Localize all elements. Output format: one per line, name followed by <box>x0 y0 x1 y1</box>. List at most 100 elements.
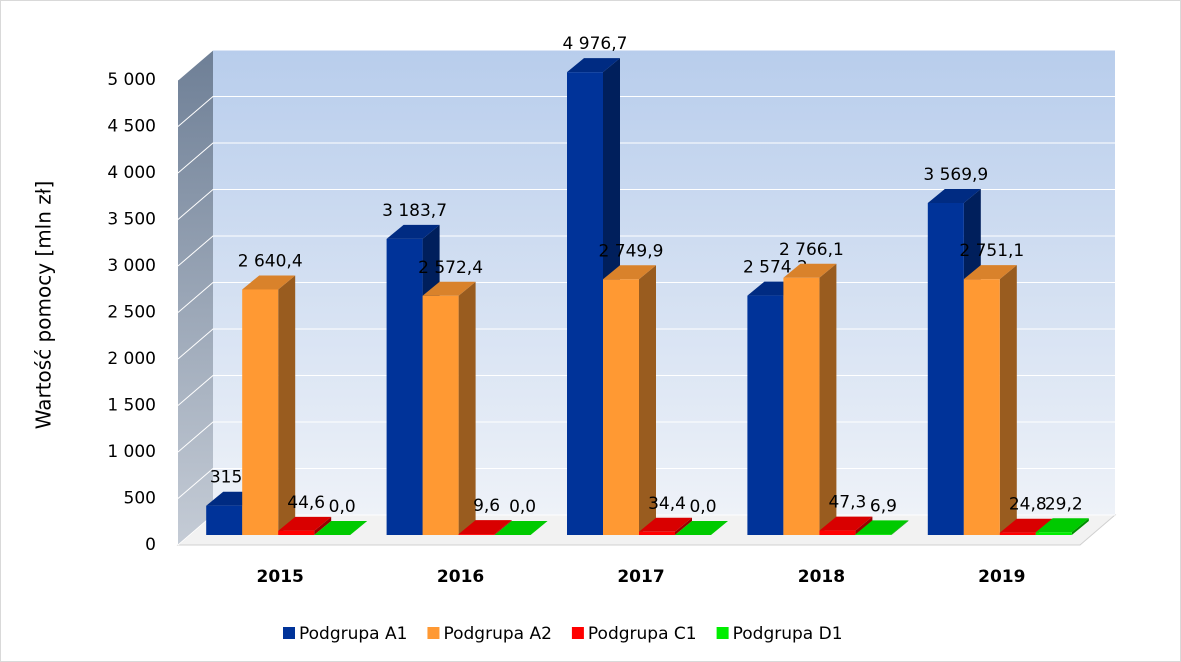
legend-label: Podgrupa A2 <box>443 624 551 644</box>
legend-label: Podgrupa C1 <box>588 624 697 644</box>
bar-top <box>855 520 909 535</box>
data-label: 6,9 <box>870 496 897 516</box>
data-label: 2 766,1 <box>779 240 844 260</box>
data-label: 2 640,4 <box>238 251 303 271</box>
data-label: 47,3 <box>828 493 866 513</box>
bar-front <box>242 289 279 535</box>
bar-side <box>494 520 512 535</box>
bar-top <box>386 224 440 239</box>
bar <box>639 517 692 535</box>
y-tick-label: 0 <box>145 535 156 555</box>
bar-front <box>1035 532 1072 535</box>
data-label: 4 976,7 <box>563 34 628 54</box>
x-tick-label: 2018 <box>798 567 845 587</box>
bar-front <box>206 505 243 535</box>
bar-side <box>639 265 656 535</box>
bar <box>783 263 837 535</box>
grid-line <box>177 235 1115 267</box>
bar-side <box>891 520 909 535</box>
bar-side <box>675 517 692 535</box>
bar-top <box>927 188 981 203</box>
bar-front <box>639 531 675 535</box>
bar-front <box>386 238 423 535</box>
bar-front <box>603 279 639 535</box>
bar-front <box>278 530 315 535</box>
data-label: 3 569,9 <box>923 165 988 185</box>
bar-top <box>1035 518 1089 533</box>
bar-front <box>567 72 603 535</box>
bar <box>278 516 332 535</box>
legend-label: Podgrupa D1 <box>733 624 843 644</box>
grid-line <box>177 49 1115 81</box>
legend-swatch <box>571 627 584 639</box>
bar <box>242 275 296 535</box>
y-tick-label: 2 500 <box>107 303 156 323</box>
data-label: 2 749,9 <box>599 241 664 261</box>
x-tick-label: 2016 <box>437 567 484 587</box>
data-label: 0,0 <box>689 497 716 517</box>
bar-front <box>855 534 892 535</box>
bar-top <box>603 265 656 280</box>
bar-front <box>999 532 1036 535</box>
bar-front <box>747 295 784 535</box>
bar-top <box>999 518 1053 533</box>
bar-top <box>675 521 728 535</box>
bar-front <box>927 202 964 535</box>
bar <box>314 521 368 535</box>
y-tick-label: 4 500 <box>107 117 156 137</box>
y-tick-label: 1 000 <box>107 442 156 462</box>
bar-side <box>999 265 1017 535</box>
bar-top <box>639 517 692 532</box>
bar <box>458 520 512 535</box>
bar-side <box>819 263 837 535</box>
legend-label: Podgrupa A1 <box>299 624 407 644</box>
bar-side <box>855 516 873 535</box>
data-label: 24,8 <box>1009 495 1047 515</box>
data-label: 29,2 <box>1045 494 1083 514</box>
data-label: 2 572,4 <box>418 258 483 278</box>
bar-top <box>819 516 873 531</box>
bar-front <box>819 530 856 535</box>
data-label: 0,0 <box>509 497 536 517</box>
bar-top <box>422 281 476 296</box>
grid-line <box>177 189 1115 220</box>
data-label: 34,4 <box>648 494 686 514</box>
bar-top <box>783 263 837 278</box>
bar <box>963 265 1017 535</box>
y-tick-label: 5 000 <box>107 70 156 90</box>
bar-front <box>783 277 820 535</box>
x-tick-label: 2015 <box>257 567 304 587</box>
bar-top <box>458 520 512 535</box>
bar <box>855 520 909 535</box>
bar-top <box>567 58 620 73</box>
bar <box>819 516 873 535</box>
legend-swatch <box>427 627 440 639</box>
bar-front <box>422 295 459 535</box>
data-label: 44,6 <box>287 493 325 513</box>
bar-top <box>494 521 548 535</box>
legend-swatch <box>716 627 729 639</box>
bar-front <box>458 534 495 535</box>
bar-top <box>278 516 332 531</box>
bar-side <box>278 275 296 535</box>
bar-front <box>963 279 1000 535</box>
bar <box>675 521 728 535</box>
bar <box>603 265 656 535</box>
data-label: 9,6 <box>473 496 500 516</box>
bar-side <box>314 516 332 535</box>
grid-line <box>177 142 1115 174</box>
data-label: 3 183,7 <box>382 201 447 221</box>
bar-side <box>1071 518 1089 535</box>
bar-top <box>314 521 368 535</box>
y-tick-label: 3 000 <box>107 256 156 276</box>
bar <box>494 521 548 535</box>
y-tick-label: 4 000 <box>107 163 156 183</box>
bar-top <box>963 265 1017 280</box>
bar <box>422 281 476 535</box>
x-tick-label: 2017 <box>617 567 664 587</box>
legend-swatch <box>283 627 295 639</box>
y-tick-label: 500 <box>124 489 156 509</box>
x-tick-label: 2019 <box>978 567 1025 587</box>
y-tick-label: 2 000 <box>107 349 156 369</box>
